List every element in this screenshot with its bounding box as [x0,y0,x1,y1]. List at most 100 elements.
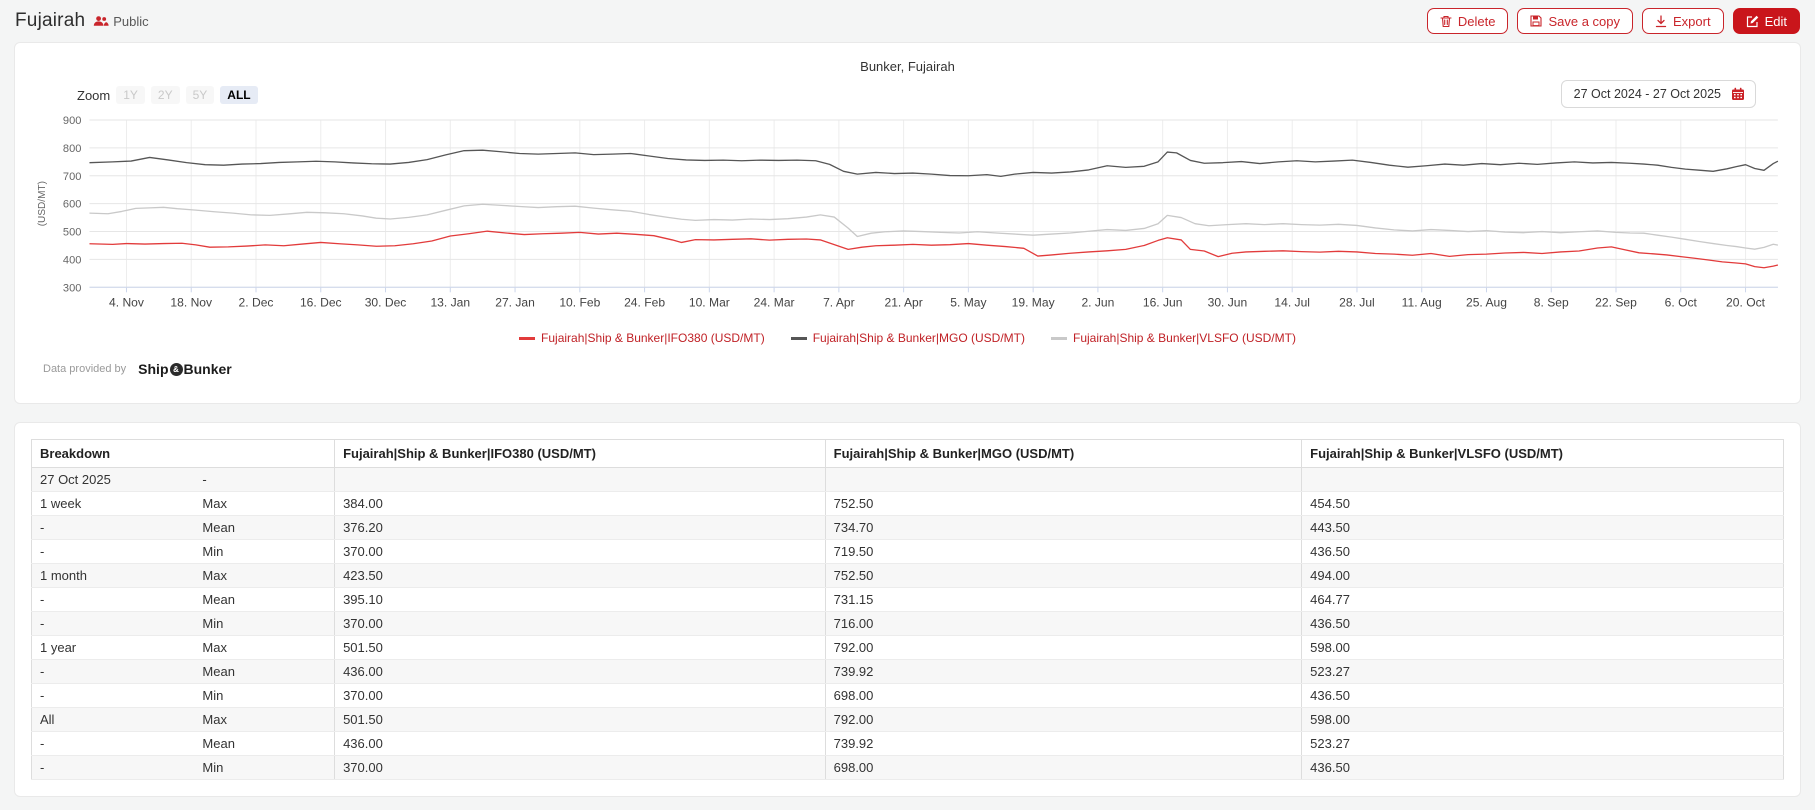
value-cell: 734.70 [824,515,1302,540]
period-cell: 27 Oct 2025 [31,467,195,492]
period-cell: - [31,611,195,636]
stat-cell: Max [194,491,335,516]
svg-text:13. Jan: 13. Jan [430,295,470,309]
value-cell: 436.00 [334,659,826,684]
visibility-badge: Public [93,13,149,29]
value-cell: 792.00 [824,635,1302,660]
zoom-5y-button[interactable]: 5Y [185,86,215,104]
period-cell: - [31,683,195,708]
legend-dash-icon [790,336,807,340]
delete-button[interactable]: Delete [1426,8,1509,34]
value-cell: 370.00 [334,755,826,780]
delete-button-label: Delete [1457,13,1496,29]
svg-text:7. Apr: 7. Apr [823,295,855,309]
price-chart[interactable]: 4. Nov 18. Nov 2. Dec 16. Dec 30. Dec 13. Jan… [31,114,1784,315]
zoom-2y-button[interactable]: 2Y [150,86,180,104]
svg-text:4. Nov: 4. Nov [109,295,144,309]
zoom-1y-button[interactable]: 1Y [116,86,145,104]
date-range-picker[interactable]: 27 Oct 2024 - 27 Oct 2025 [1560,80,1756,108]
value-cell: 752.50 [824,491,1302,516]
breakdown-table-card: Breakdown Fujairah|Ship & Bunker|IFO380 … [14,422,1801,797]
table-row: 1 year Max 501.50 792.00 598.00 [31,635,1784,660]
svg-text:30. Jun: 30. Jun [1208,295,1248,309]
table-row: - Mean 395.10 731.15 464.77 [31,587,1784,612]
table-row: 27 Oct 2025- [31,467,1784,492]
date-range-value: 27 Oct 2024 - 27 Oct 2025 [1573,87,1721,101]
column-header-breakdown: Breakdown [31,439,335,468]
zoom-controls: Zoom 1Y 2Y 5Y ALL [77,86,258,104]
stat-cell: - [194,467,335,492]
ship-and-bunker-logo: Ship & Bunker [138,361,232,378]
column-header-ifo380: Fujairah|Ship & Bunker|IFO380 (USD/MT) [334,439,826,468]
svg-text:14. Jul: 14. Jul [1274,295,1310,309]
svg-text:8. Sep: 8. Sep [1534,295,1569,309]
header-actions: Delete Save a copy Export Edit [1426,8,1800,34]
value-cell: 436.50 [1301,755,1784,780]
visibility-label: Public [113,13,149,29]
svg-text:18. Nov: 18. Nov [170,295,212,309]
provider-prefix: Data provided by [43,363,127,376]
period-cell: 1 week [31,491,195,516]
value-cell: 501.50 [334,635,826,660]
stat-cell: Min [194,683,335,708]
value-cell [1301,467,1784,492]
svg-text:25. Aug: 25. Aug [1466,295,1507,309]
value-cell [824,467,1302,492]
table-row: - Min 370.00 698.00 436.50 [31,683,1784,708]
breakdown-table: Breakdown Fujairah|Ship & Bunker|IFO380 … [31,439,1784,780]
value-cell: 501.50 [334,707,826,732]
table-row: - Min 370.00 716.00 436.50 [31,611,1784,636]
stat-cell: Min [194,539,335,564]
legend-item[interactable]: Fujairah|Ship & Bunker|VLSFO (USD/MT) [1050,331,1296,345]
value-cell: 464.77 [1301,587,1784,612]
value-cell: 523.27 [1301,731,1784,756]
legend-dash-icon [519,336,536,340]
zoom-label: Zoom [77,87,111,103]
edit-button-label: Edit [1764,13,1787,29]
svg-text:400: 400 [63,254,81,266]
value-cell: 370.00 [334,611,826,636]
value-cell: 739.92 [824,731,1302,756]
top-bar: Fujairah Public Delete Save a copy Expor… [0,0,1815,42]
svg-text:20. Oct: 20. Oct [1726,295,1766,309]
value-cell: 719.50 [824,539,1302,564]
value-cell: 716.00 [824,611,1302,636]
svg-text:700: 700 [63,171,81,183]
save-a-copy-button[interactable]: Save a copy [1517,8,1634,34]
table-row: - Mean 436.00 739.92 523.27 [31,731,1784,756]
edit-button[interactable]: Edit [1732,8,1800,34]
table-header-row: Breakdown Fujairah|Ship & Bunker|IFO380 … [31,439,1784,468]
svg-text:(USD/MT): (USD/MT) [37,181,48,226]
chart-legend: Fujairah|Ship & Bunker|IFO380 (USD/MT) Fu… [31,331,1784,345]
svg-text:900: 900 [63,115,81,127]
table-row: - Min 370.00 719.50 436.50 [31,539,1784,564]
svg-text:300: 300 [63,282,81,294]
stat-cell: Max [194,707,335,732]
stat-cell: Min [194,755,335,780]
legend-item[interactable]: Fujairah|Ship & Bunker|IFO380 (USD/MT) [519,331,765,345]
stat-cell: Max [194,635,335,660]
zoom-all-button[interactable]: ALL [220,86,258,104]
period-cell: - [31,539,195,564]
svg-text:10. Mar: 10. Mar [689,295,730,309]
period-cell: - [31,515,195,540]
legend-dash-icon [1050,336,1067,340]
column-header-mgo: Fujairah|Ship & Bunker|MGO (USD/MT) [824,439,1302,468]
period-cell: - [31,755,195,780]
value-cell: 376.20 [334,515,826,540]
data-provider: Data provided by Ship & Bunker [43,361,1784,377]
value-cell: 384.00 [334,491,826,516]
legend-item[interactable]: Fujairah|Ship & Bunker|MGO (USD/MT) [790,331,1025,346]
value-cell: 370.00 [334,683,826,708]
edit-pencil-icon [1746,15,1758,27]
svg-text:11. Aug: 11. Aug [1402,295,1442,309]
svg-text:16. Jun: 16. Jun [1143,295,1183,309]
period-cell: - [31,587,195,612]
column-header-vlsfo: Fujairah|Ship & Bunker|VLSFO (USD/MT) [1301,439,1784,468]
page-title: Fujairah [15,10,86,31]
value-cell: 436.50 [1301,611,1784,636]
value-cell: 454.50 [1301,491,1784,516]
export-button[interactable]: Export [1642,8,1724,34]
value-cell: 752.50 [824,563,1302,588]
legend-label: Fujairah|Ship & Bunker|MGO (USD/MT) [812,331,1025,346]
